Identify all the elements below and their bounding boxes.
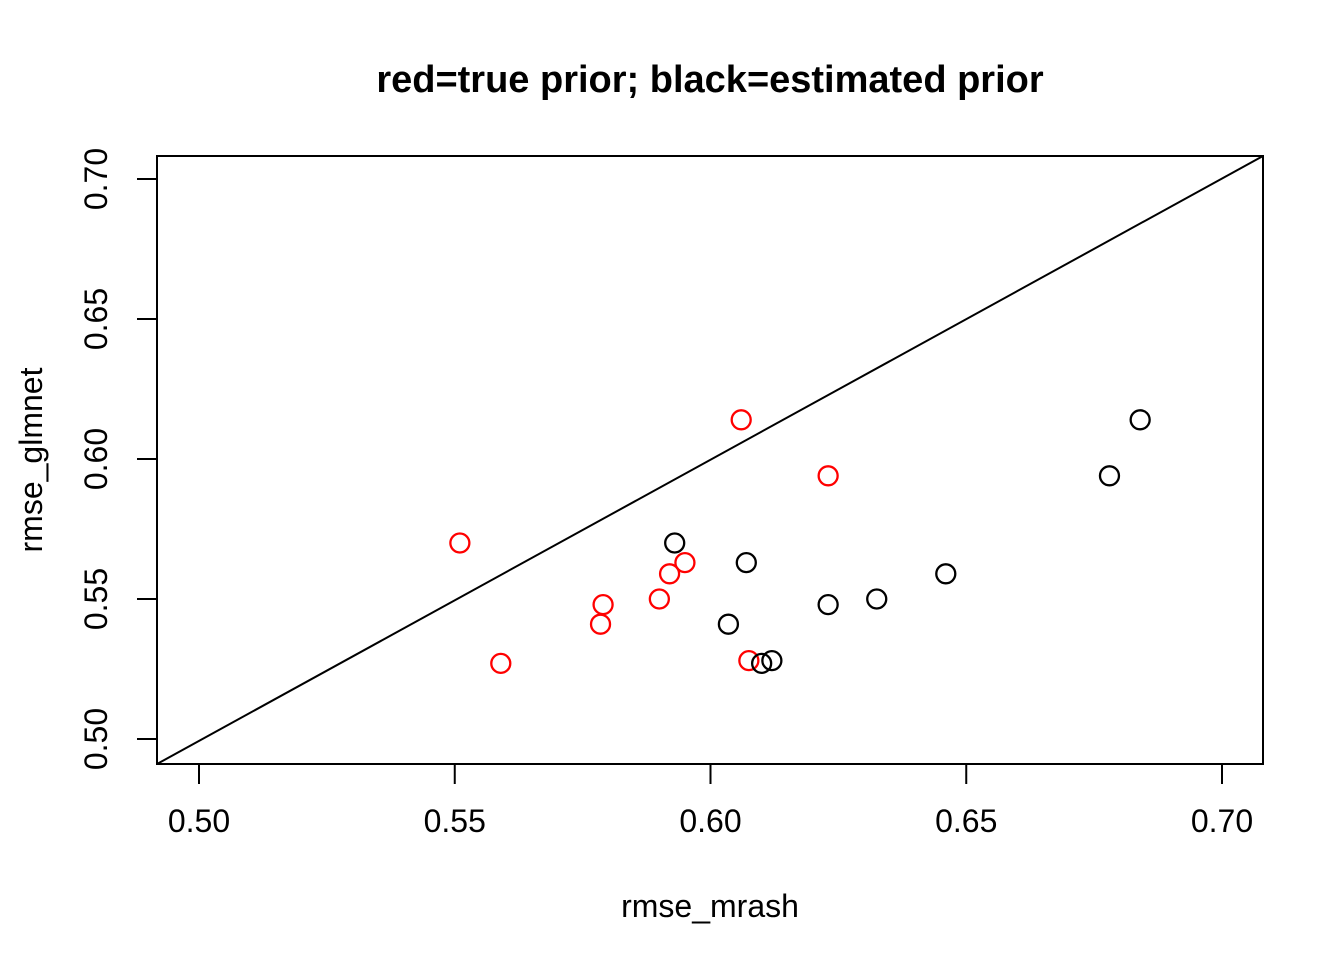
x-tick-label: 0.65 [935,803,997,839]
data-point-true-prior [658,563,681,585]
data-point-estimated-prior [817,593,839,616]
data-point-estimated-prior [664,532,686,554]
data-point-estimated-prior [1098,465,1121,487]
x-axis-tick-labels: 0.50 0.55 0.60 0.65 0.70 [168,803,1253,839]
data-point-true-prior [490,652,512,675]
data-point-true-prior [674,551,696,574]
x-axis-label: rmse_mrash [621,888,799,924]
identity-reference-line [156,155,1264,765]
data-points [449,409,1151,675]
x-tick-label: 0.55 [424,803,486,839]
x-tick-label: 0.50 [168,803,230,839]
y-axis-tick-labels: 0.50 0.55 0.60 0.65 0.70 [78,148,114,770]
y-tick-label: 0.65 [78,288,114,350]
data-point-true-prior [817,465,839,487]
y-axis-label: rmse_glmnet [13,367,49,552]
data-point-estimated-prior [751,652,773,675]
y-axis-ticks [137,178,156,740]
y-tick-label: 0.50 [78,708,114,770]
data-point-estimated-prior [761,649,783,672]
x-axis-ticks [198,765,1223,784]
data-point-true-prior [738,649,760,672]
y-tick-label: 0.70 [78,148,114,210]
data-point-estimated-prior [866,588,888,610]
chart-title: red=true prior; black=estimated prior [376,59,1044,101]
x-tick-label: 0.60 [679,803,741,839]
data-point-true-prior [449,532,471,554]
x-tick-label: 0.70 [1191,803,1253,839]
data-point-estimated-prior [717,613,740,635]
data-point-estimated-prior [735,551,757,574]
data-point-true-prior [648,588,670,610]
data-point-true-prior [589,613,612,635]
plot-box [156,155,1264,765]
y-tick-label: 0.55 [78,568,114,630]
y-tick-label: 0.60 [78,428,114,490]
data-point-true-prior [730,409,752,431]
data-point-estimated-prior [1129,409,1151,431]
data-point-true-prior [592,593,614,616]
data-point-estimated-prior [935,563,957,585]
